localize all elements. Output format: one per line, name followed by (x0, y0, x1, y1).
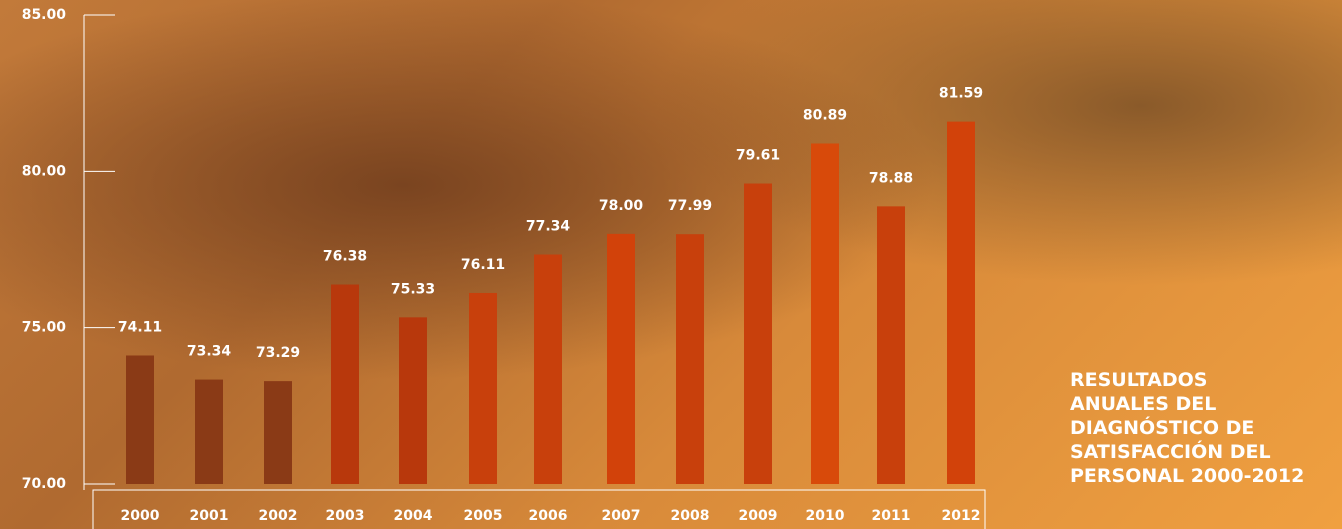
value-label: 81.59 (939, 86, 983, 102)
x-tick-label: 2010 (806, 508, 845, 524)
bar (676, 234, 704, 484)
bar (195, 380, 223, 484)
value-label: 76.38 (323, 249, 367, 265)
bar (607, 234, 635, 484)
chart-title: RESULTADOS ANUALES DEL DIAGNÓSTICO DE SA… (1070, 368, 1310, 488)
value-label: 76.11 (461, 257, 505, 273)
bar (399, 317, 427, 484)
bar (126, 355, 154, 484)
value-label: 79.61 (736, 148, 780, 164)
bar (877, 206, 905, 484)
x-tick-label: 2002 (259, 508, 298, 524)
chart-area: 70.00 75.00 80.00 85.00 2000 74.11 2001 73.34 20… (0, 0, 1342, 529)
bar (744, 184, 772, 484)
bar (469, 293, 497, 484)
x-tick-label: 2005 (464, 508, 503, 524)
x-tick-label: 2003 (326, 508, 365, 524)
y-tick-label: 80.00 (22, 163, 67, 179)
bar (811, 144, 839, 484)
value-label: 80.89 (803, 108, 847, 124)
value-label: 78.88 (869, 170, 913, 186)
x-tick-label: 2004 (394, 508, 433, 524)
x-tick-label: 2000 (121, 508, 160, 524)
bar (331, 285, 359, 484)
x-tick-label: 2011 (872, 508, 911, 524)
bar (264, 381, 292, 484)
x-tick-label: 2009 (739, 508, 778, 524)
bar (947, 122, 975, 484)
y-tick-label: 70.00 (22, 476, 67, 492)
value-label: 74.11 (118, 319, 162, 335)
x-tick-label: 2001 (190, 508, 229, 524)
value-label: 77.99 (668, 198, 712, 214)
bar (534, 255, 562, 484)
value-label: 78.00 (599, 198, 644, 214)
x-tick-label: 2006 (529, 508, 568, 524)
x-tick-label: 2007 (602, 508, 641, 524)
x-tick-label: 2008 (671, 508, 710, 524)
value-label: 73.34 (187, 344, 232, 360)
y-tick-label: 85.00 (22, 7, 67, 23)
x-tick-label: 2012 (942, 508, 981, 524)
value-label: 75.33 (391, 281, 435, 297)
y-tick-label: 75.00 (22, 320, 67, 336)
value-label: 73.29 (256, 345, 300, 361)
value-label: 77.34 (526, 219, 571, 235)
